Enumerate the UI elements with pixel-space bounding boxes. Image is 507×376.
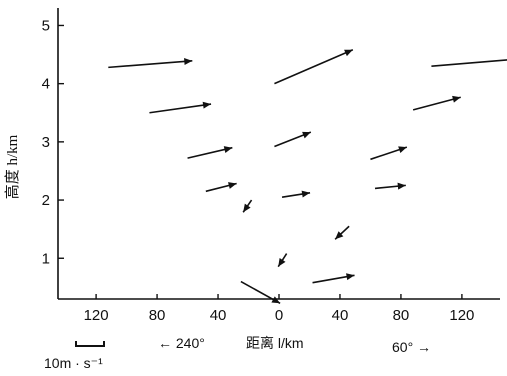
wind-vector-arrowhead (184, 57, 193, 65)
x-axis-ticks: 120 80 40 0 40 80 120 (84, 294, 474, 324)
wind-vector (274, 48, 354, 85)
wind-vectors (108, 48, 507, 304)
wind-vector-shaft (108, 60, 193, 69)
wind-vector-arrowhead (223, 146, 233, 153)
wind-vector-shaft (412, 96, 461, 111)
y-tick-label: 4 (42, 76, 50, 93)
x-tick-label: 80 (393, 307, 410, 324)
wind-vector (312, 273, 355, 284)
wind-vector-arrowhead (243, 203, 251, 213)
wind-vector (374, 182, 406, 190)
x-tick-label: 40 (210, 307, 227, 324)
wind-vector-arrowhead (278, 258, 286, 267)
wind-vector (240, 280, 281, 304)
wind-vector (412, 95, 461, 111)
wind-vector (370, 146, 408, 161)
wind-vector (277, 253, 288, 268)
wind-vector-arrowhead (346, 273, 355, 281)
plot-frame (57, 8, 500, 300)
x-axis-label: 距离 l/km (246, 335, 304, 351)
y-tick-label: 2 (42, 192, 50, 209)
wind-vector-shaft (149, 103, 212, 114)
scale-bar: 10m · s⁻¹ (44, 341, 105, 371)
wind-vector-shaft (274, 48, 354, 85)
scale-bar-line (75, 341, 105, 347)
wind-vector (205, 182, 237, 193)
scale-bar-label: 10m · s⁻¹ (44, 355, 103, 371)
wind-vector (334, 225, 350, 240)
wind-vector-arrowhead (301, 190, 311, 198)
direction-left-label: ← 240° (158, 335, 205, 351)
x-tick-label: 0 (275, 307, 283, 324)
x-tick-label: 80 (149, 307, 166, 324)
wind-vector-arrowhead (398, 146, 407, 153)
wind-vector-arrowhead (228, 182, 237, 189)
wind-vector (431, 59, 507, 67)
wind-vector-arrowhead (452, 95, 461, 103)
y-axis-label: 高度 h/km (4, 134, 21, 199)
wind-vector (149, 101, 212, 114)
x-tick-label: 120 (84, 307, 109, 324)
y-tick-label: 1 (42, 250, 50, 267)
wind-vector-arrowhead (202, 101, 212, 109)
wind-vector-arrowhead (302, 131, 311, 139)
wind-vector-arrowhead (335, 231, 344, 240)
wind-vector (274, 131, 312, 148)
wind-vector (108, 57, 193, 69)
wind-vector-arrowhead (397, 182, 406, 190)
x-tick-label: 40 (332, 307, 349, 324)
wind-vector (187, 146, 233, 159)
direction-right-label: 60° → (392, 339, 431, 355)
y-tick-label: 5 (42, 17, 50, 34)
wind-vector-arrowhead (271, 296, 281, 304)
wind-vector-arrowhead (344, 49, 353, 57)
x-tick-label: 120 (449, 307, 474, 324)
y-tick-label: 3 (42, 134, 50, 151)
wind-vector (281, 190, 311, 198)
wind-vector (242, 199, 253, 213)
wind-vector-shaft (431, 59, 507, 67)
y-axis-ticks: 1 2 3 4 5 (42, 17, 64, 267)
